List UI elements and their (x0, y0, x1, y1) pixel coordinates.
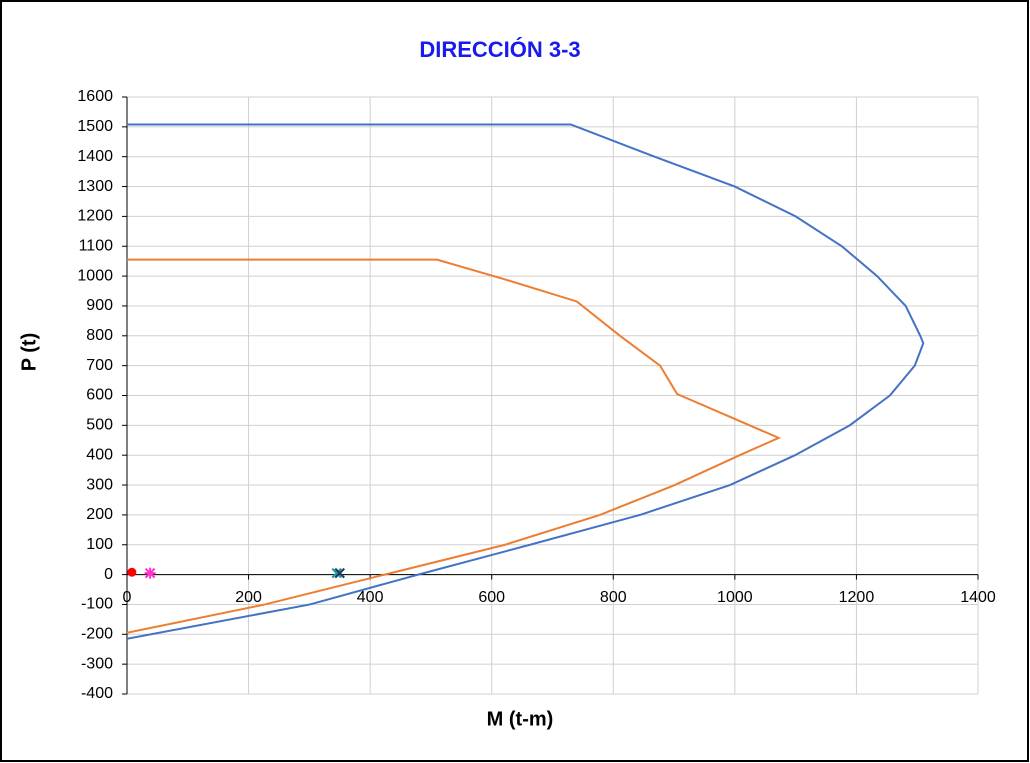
y-tick-label: 500 (86, 417, 113, 434)
y-tick-label: 600 (86, 387, 113, 404)
y-tick-label: 0 (104, 566, 113, 583)
y-tick-label: 1200 (77, 208, 113, 225)
y-tick-label: -300 (81, 655, 113, 672)
y-tick-label: 100 (86, 536, 113, 553)
y-tick-label: 900 (86, 297, 113, 314)
x-tick-label: 0 (123, 589, 132, 606)
point (331, 567, 342, 579)
y-tick-label: 1300 (77, 178, 113, 195)
x-tick-label: 200 (235, 589, 262, 606)
y-tick-label: -100 (81, 596, 113, 613)
y-tick-label: -200 (81, 626, 113, 643)
y-tick-label: -400 (81, 685, 113, 702)
point (334, 567, 345, 579)
x-tick-label: 400 (357, 589, 384, 606)
point (127, 567, 137, 577)
y-axis-label: P (t) (18, 333, 40, 372)
curve (126, 258, 782, 634)
x-tick-label: 1200 (839, 589, 875, 606)
curve (126, 123, 925, 640)
y-tick-label: 1100 (79, 237, 114, 254)
x-tick-label: 800 (600, 589, 627, 606)
x-axis-label: M (t-m) (487, 708, 554, 730)
y-tick-label: 800 (86, 327, 113, 344)
y-tick-label: 1500 (77, 118, 113, 135)
y-tick-label: 1000 (77, 267, 113, 284)
x-tick-label: 1400 (960, 589, 996, 606)
y-tick-label: 300 (86, 476, 113, 493)
y-tick-label: 400 (86, 446, 113, 463)
x-tick-label: 600 (478, 589, 505, 606)
point (144, 567, 156, 579)
x-tick-label: 1000 (717, 589, 753, 606)
y-tick-label: 1600 (77, 88, 113, 105)
y-tick-label: 200 (86, 506, 113, 523)
y-tick-label: 700 (86, 357, 113, 374)
chart-title: DIRECCIÓN 3-3 (419, 37, 580, 62)
y-tick-label: 1400 (77, 148, 113, 165)
